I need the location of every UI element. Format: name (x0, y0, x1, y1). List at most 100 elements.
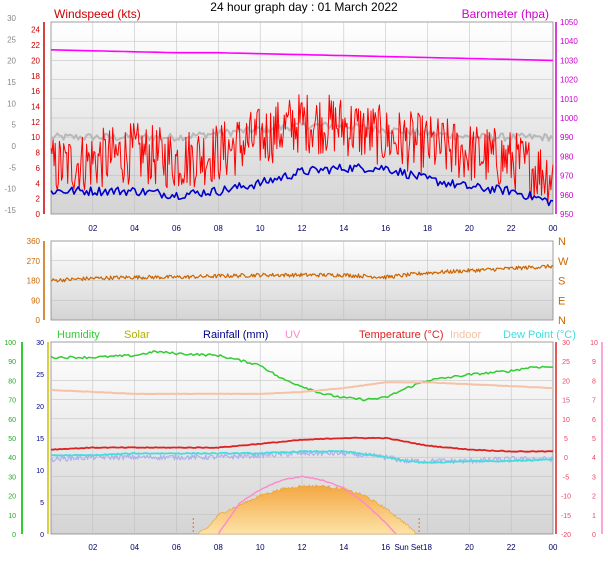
direction-compass-tick: N (558, 236, 566, 248)
uv-tick: 7 (592, 398, 596, 405)
barometer-tick: 990 (560, 133, 574, 142)
legend-item: Dew Point (°C) (503, 329, 576, 341)
windspeed-tick: 16 (31, 87, 40, 96)
temperature-tick: 15 (562, 398, 570, 405)
temperature-tick: -10 (561, 494, 571, 501)
wind-baro-x-tick: 06 (172, 224, 181, 233)
legend-item: Rainfall (mm) (203, 329, 268, 341)
legend-item: Indoor (450, 329, 482, 341)
wind-baro-x-tick: 16 (381, 224, 390, 233)
windspeed-tick: 0 (36, 210, 41, 219)
solar-area (197, 484, 417, 535)
windspeed-tick: 20 (31, 56, 40, 65)
windspeed-tick: 8 (36, 149, 41, 158)
humidity-tick: 10 (8, 513, 16, 520)
humidity-tick: 50 (8, 436, 16, 443)
solar-tick: 0 (40, 532, 44, 539)
outer-scale-tick: -10 (4, 185, 16, 194)
uv-line (217, 475, 397, 535)
uv-tick: 4 (592, 455, 596, 462)
wind-gust-avg-line (50, 121, 554, 142)
temp-humidity-x-tick: 18 (423, 543, 432, 552)
temp-humidity-x-tick: 20 (465, 543, 474, 552)
wind-baro-x-tick: 22 (507, 224, 516, 233)
wind-direction-line (50, 264, 553, 283)
windspeed-tick: 24 (31, 26, 40, 35)
wind-speed-line (50, 94, 554, 204)
windspeed-tick: 18 (31, 72, 40, 81)
wind-average-line (50, 163, 554, 207)
temperature-tick: 20 (562, 378, 570, 385)
wind-baro-x-tick: 04 (130, 224, 139, 233)
outer-scale-tick: 20 (7, 57, 16, 66)
temp-humidity-x-tick: 14 (339, 543, 348, 552)
indoor-line (50, 381, 554, 395)
uv-tick: 3 (592, 474, 596, 481)
direction-degree-tick: 270 (27, 257, 41, 266)
barometer-tick: 960 (560, 191, 574, 200)
temperature-line (50, 436, 554, 453)
lavender-line (50, 450, 554, 465)
solar-tick: 30 (36, 340, 44, 347)
temp-humidity-x-tick: 06 (172, 543, 181, 552)
barometer-line (50, 49, 554, 62)
uv-tick: 8 (592, 378, 596, 385)
direction-degree-tick: 180 (27, 277, 41, 286)
dew_point-line (50, 449, 554, 464)
barometer-tick: 1000 (560, 114, 578, 123)
barometer-tick: 1010 (560, 95, 578, 104)
windspeed-tick: 14 (31, 102, 40, 111)
outer-scale-tick: -15 (4, 206, 16, 215)
direction-degree-tick: 360 (27, 237, 41, 246)
direction-compass-tick: N (558, 315, 566, 327)
wind-baro-x-tick: 02 (88, 224, 97, 233)
temperature-tick: 25 (562, 359, 570, 366)
temperature-tick: -15 (561, 513, 571, 520)
direction-compass-tick: E (558, 295, 565, 307)
graph-title: 24 hour graph day : 01 March 2022 (210, 0, 398, 14)
legend-item: Solar (124, 329, 150, 341)
windspeed-tick: 2 (36, 195, 41, 204)
windspeed-axis-label: Windspeed (kts) (54, 7, 141, 21)
temp-humidity-x-tick: 22 (507, 543, 516, 552)
barometer-tick: 1050 (560, 18, 578, 27)
temperature-tick: 10 (562, 417, 570, 424)
temp-humidity-x-tick: 08 (214, 543, 223, 552)
humidity-tick: 40 (8, 455, 16, 462)
wind-baro-x-tick: 14 (339, 224, 348, 233)
temp-humidity-x-tick: 10 (256, 543, 265, 552)
wind-baro-x-tick: 12 (298, 224, 307, 233)
temperature-tick: -5 (563, 474, 569, 481)
uv-tick: 6 (592, 417, 596, 424)
direction-compass-tick: S (558, 276, 565, 288)
barometer-axis-label: Barometer (hpa) (462, 7, 549, 21)
windspeed-tick: 10 (31, 133, 40, 142)
humidity-tick: 90 (8, 359, 16, 366)
barometer-tick: 980 (560, 152, 574, 161)
humidity-tick: 100 (4, 340, 16, 347)
barometer-tick: 950 (560, 210, 574, 219)
uv-tick: 10 (590, 340, 598, 347)
humidity-tick: 70 (8, 398, 16, 405)
barometer-tick: 970 (560, 172, 574, 181)
outer-scale-tick: 15 (7, 78, 16, 87)
outer-scale-tick: 25 (7, 35, 16, 44)
solar-tick: 15 (36, 436, 44, 443)
legend-item: Temperature (°C) (359, 329, 443, 341)
humidity-line (50, 350, 554, 402)
wind-baro-x-tick: 18 (423, 224, 432, 233)
outer-scale-tick: -5 (9, 163, 17, 172)
temp-humidity-x-tick: 02 (88, 543, 97, 552)
temperature-tick: 30 (562, 340, 570, 347)
temperature-tick: 5 (564, 436, 568, 443)
temp-humidity-x-tick: 04 (130, 543, 139, 552)
windspeed-tick: 22 (31, 41, 40, 50)
temperature-tick: 0 (564, 455, 568, 462)
temp-humidity-x-tick: 16 (381, 543, 390, 552)
wind-baro-x-tick: 00 (549, 224, 558, 233)
humidity-tick: 30 (8, 474, 16, 481)
windspeed-tick: 6 (36, 164, 41, 173)
uv-tick: 9 (592, 359, 596, 366)
